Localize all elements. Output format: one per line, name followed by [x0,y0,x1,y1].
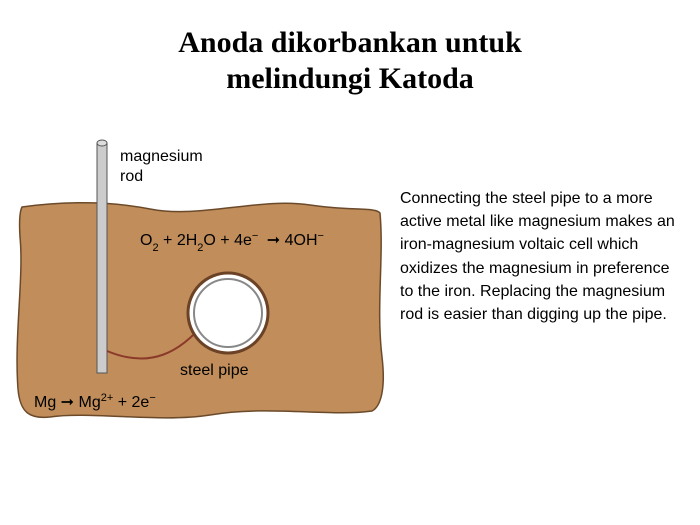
rod-top-cap [97,140,107,146]
title-line2: melindungi Katoda [0,61,700,97]
description-text: Connecting the steel pipe to a more acti… [400,187,680,326]
cathodic-protection-diagram: magnesium rod steel pipe O2 + 2H2O + 4e−… [10,137,390,467]
magnesium-label-1: magnesium [120,148,203,165]
magnesium-label-2: rod [120,168,143,185]
title-line1: Anoda dikorbankan untuk [0,25,700,61]
magnesium-rod [97,143,107,373]
content-area: magnesium rod steel pipe O2 + 2H2O + 4e−… [0,137,700,497]
steel-pipe-label: steel pipe [180,362,249,379]
pipe-inner-ring [194,279,262,347]
main-title: Anoda dikorbankan untuk melindungi Katod… [0,0,700,97]
anode-reaction: Mg ➞ Mg2+ + 2e− [34,392,156,411]
